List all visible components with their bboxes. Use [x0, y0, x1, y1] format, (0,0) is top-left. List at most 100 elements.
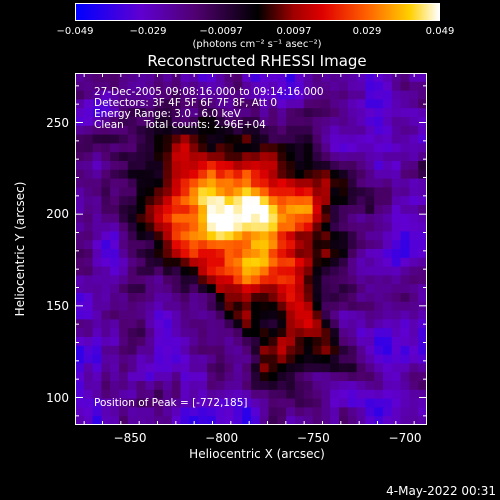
heatmap-cell — [295, 134, 305, 144]
heatmap-cell — [92, 328, 102, 338]
heatmap-cell — [154, 178, 164, 188]
heatmap-cell — [75, 284, 85, 294]
heatmap-cell — [374, 275, 384, 285]
heatmap-cell — [286, 310, 296, 320]
heatmap-cell — [356, 345, 366, 356]
heatmap-cell — [171, 99, 182, 109]
heatmap-cell — [136, 266, 146, 276]
heatmap-cell — [409, 187, 419, 197]
heatmap-cell — [127, 416, 138, 426]
heatmap-cell — [339, 161, 349, 171]
info-total-counts: Clean Total counts: 2.96E+04 — [94, 119, 266, 131]
heatmap-cell — [207, 125, 217, 136]
heatmap-cell — [171, 152, 182, 162]
heatmap-cell — [171, 407, 182, 417]
heatmap-cell — [198, 319, 208, 329]
heatmap-cell — [75, 407, 85, 417]
heatmap-cell — [207, 310, 217, 320]
heatmap-cell — [154, 205, 164, 215]
heatmap-cell — [330, 363, 340, 373]
heatmap-cell — [198, 354, 208, 364]
heatmap-cell — [303, 231, 314, 241]
heatmap-cell — [127, 117, 138, 127]
heatmap-cell — [365, 99, 375, 109]
heatmap-cell — [383, 372, 393, 382]
heatmap-cell — [286, 196, 296, 206]
heatmap-cell — [207, 328, 217, 338]
heatmap-cell — [215, 301, 226, 312]
heatmap-cell — [101, 381, 111, 391]
heatmap-cell — [383, 319, 393, 329]
heatmap-cell — [83, 310, 94, 320]
heatmap-cell — [259, 266, 270, 276]
heatmap-cell — [171, 363, 182, 373]
heatmap-cell — [374, 117, 384, 127]
heatmap-cell — [347, 337, 358, 347]
heatmap-cell — [391, 257, 402, 268]
heatmap-cell — [83, 398, 94, 408]
heatmap-cell — [233, 310, 243, 320]
heatmap-cell — [198, 240, 208, 250]
heatmap-cell — [198, 293, 208, 303]
heatmap-cell — [339, 345, 349, 356]
heatmap-cell — [163, 266, 173, 276]
heatmap-cell — [198, 205, 208, 215]
heatmap-cell — [154, 81, 164, 92]
heatmap-cell — [374, 222, 384, 232]
heatmap-cell — [400, 328, 410, 338]
heatmap-cell — [321, 196, 331, 206]
heatmap-cell — [233, 240, 243, 250]
heatmap-cell — [101, 293, 111, 303]
heatmap-cell — [75, 398, 85, 408]
heatmap-cell — [171, 205, 182, 215]
heatmap-cell — [347, 301, 358, 312]
heatmap-cell — [83, 284, 94, 294]
heatmap-cell — [224, 152, 234, 162]
heatmap-cell — [251, 363, 261, 373]
heatmap-cell — [136, 328, 146, 338]
heatmap-cell — [321, 337, 331, 347]
heatmap-cell — [400, 249, 410, 259]
heatmap-cell — [163, 249, 173, 259]
heatmap-cell — [145, 134, 155, 144]
heatmap-cell — [418, 196, 428, 206]
heatmap-cell — [198, 301, 208, 312]
heatmap-cell — [154, 125, 164, 136]
heatmap-cell — [189, 161, 199, 171]
heatmap-cell — [409, 319, 419, 329]
heatmap-cell — [383, 301, 393, 312]
heatmap-cell — [365, 319, 375, 329]
heatmap-cell — [127, 108, 138, 118]
heatmap-cell — [154, 328, 164, 338]
heatmap-cell — [101, 275, 111, 285]
heatmap-cell — [286, 240, 296, 250]
heatmap-cell — [180, 257, 190, 268]
heatmap-cell — [180, 81, 190, 92]
heatmap-cell — [295, 231, 305, 241]
heatmap-cell — [136, 73, 146, 83]
heatmap-cell — [330, 416, 340, 426]
heatmap-cell — [295, 389, 305, 400]
heatmap-cell — [277, 231, 287, 241]
heatmap-cell — [207, 266, 217, 276]
heatmap-cell — [391, 187, 402, 197]
heatmap-cell — [163, 389, 173, 400]
heatmap-cell — [400, 99, 410, 109]
heatmap-cell — [259, 205, 270, 215]
heatmap-cell — [259, 284, 270, 294]
heatmap-cell — [215, 319, 226, 329]
heatmap-cell — [251, 205, 261, 215]
heatmap-cell — [409, 134, 419, 144]
heatmap-cell — [374, 301, 384, 312]
heatmap-cell — [189, 240, 199, 250]
heatmap-cell — [75, 231, 85, 241]
heatmap-cell — [119, 266, 129, 276]
heatmap-cell — [374, 213, 384, 224]
heatmap-cell — [418, 187, 428, 197]
heatmap-cell — [365, 240, 375, 250]
heatmap-cell — [154, 213, 164, 224]
heatmap-cell — [286, 372, 296, 382]
heatmap-cell — [171, 108, 182, 118]
heatmap-cell — [242, 310, 252, 320]
heatmap-cell — [277, 381, 287, 391]
